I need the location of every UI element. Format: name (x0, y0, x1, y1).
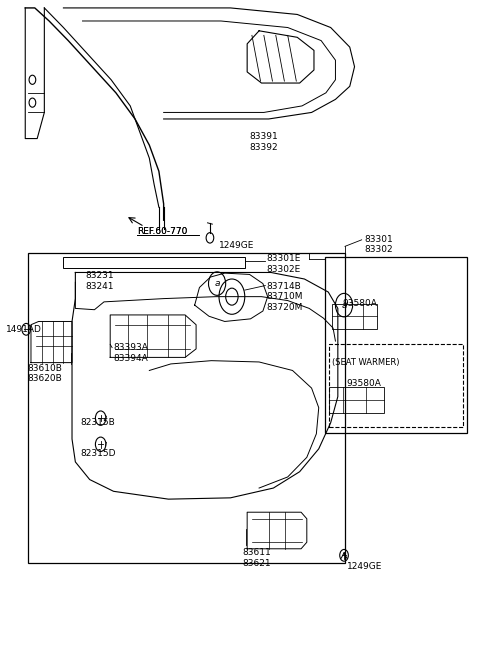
Bar (329, 387, 384, 413)
Text: 83393A
83394A: 83393A 83394A (114, 343, 148, 363)
Bar (329, 344, 463, 427)
Text: 83391
83392: 83391 83392 (250, 132, 278, 152)
Bar (63, 257, 245, 268)
Text: 1491AD: 1491AD (6, 325, 42, 334)
Text: REF.60-770: REF.60-770 (137, 227, 188, 236)
Text: 83301E
83302E: 83301E 83302E (266, 255, 300, 274)
Text: 1249GE: 1249GE (348, 562, 383, 571)
Text: 1249GE: 1249GE (218, 241, 254, 249)
Text: 82315B: 82315B (80, 419, 115, 427)
Text: a: a (341, 300, 347, 310)
Text: REF.60-770: REF.60-770 (137, 227, 188, 236)
Text: 83610B
83620B: 83610B 83620B (28, 364, 62, 383)
Text: a: a (215, 279, 220, 288)
Bar (28, 253, 345, 563)
Text: 83714B
83710M
83720M: 83714B 83710M 83720M (266, 281, 303, 312)
Text: 83611
83621: 83611 83621 (242, 548, 271, 567)
Text: 82315D: 82315D (80, 449, 116, 458)
Text: 93580A: 93580A (346, 379, 381, 388)
Text: 83301
83302: 83301 83302 (364, 235, 393, 254)
Text: (SEAT WARMER): (SEAT WARMER) (332, 358, 400, 367)
Text: 93580A: 93580A (343, 298, 377, 308)
Bar (332, 304, 377, 329)
Text: 83231
83241: 83231 83241 (85, 272, 114, 291)
Bar (325, 257, 467, 432)
